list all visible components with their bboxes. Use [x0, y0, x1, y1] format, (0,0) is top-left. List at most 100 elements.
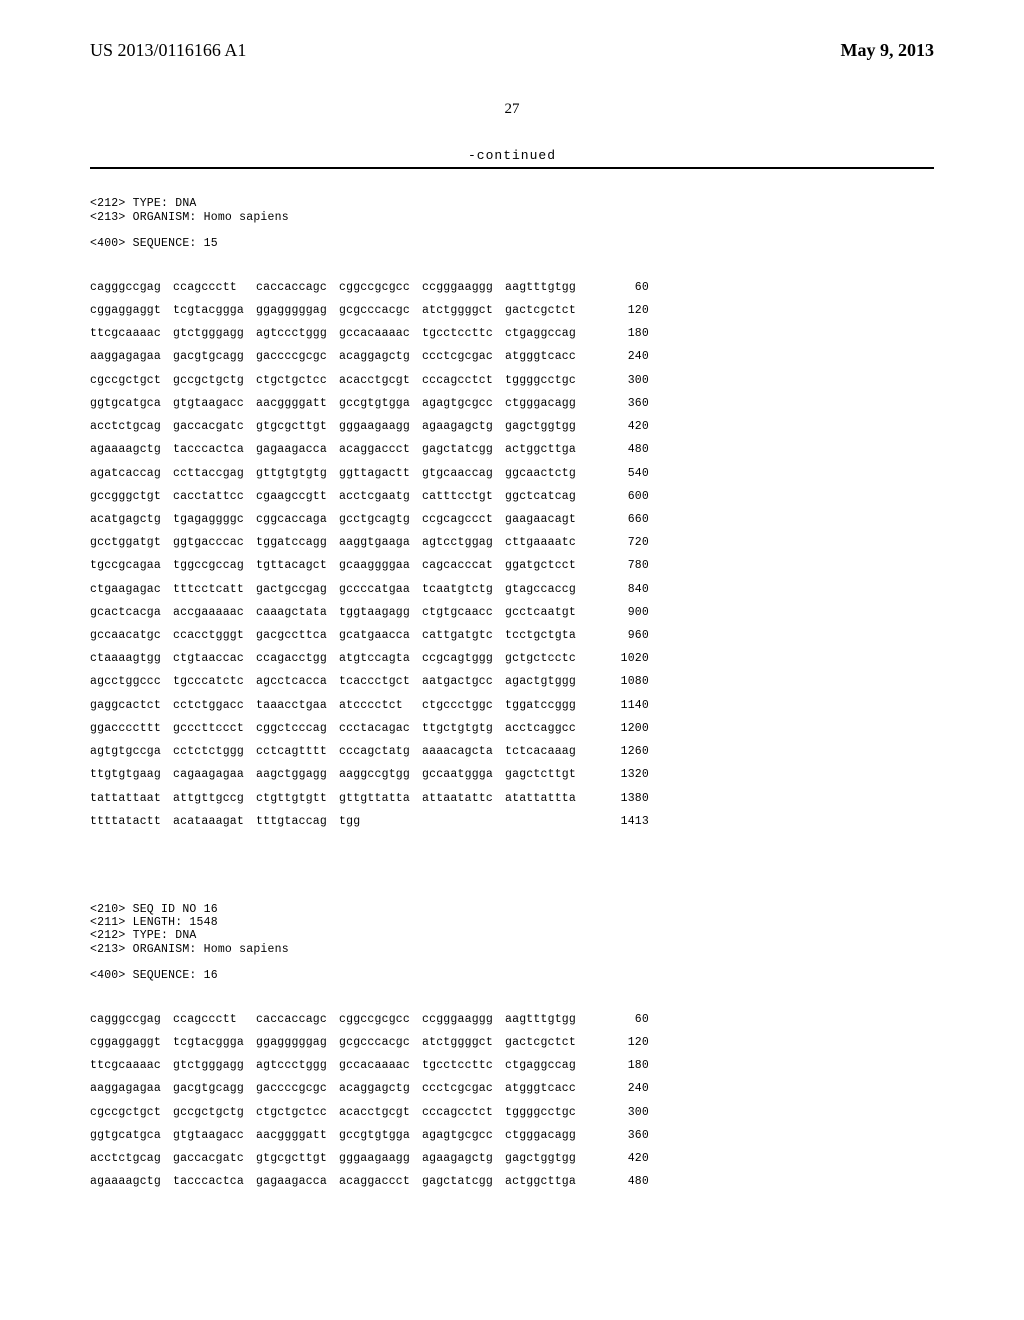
- sequence-group: ctgaggccag: [505, 1059, 579, 1072]
- sequence-group: gtgcgcttgt: [256, 420, 330, 433]
- sequence-group: ggctcatcag: [505, 490, 579, 503]
- sequence-group: gaggcactct: [90, 699, 164, 712]
- sequence-group: ttttatactt: [90, 815, 164, 828]
- sequence-group: cttgaaaatc: [505, 536, 579, 549]
- sequence-group: gacgccttca: [256, 629, 330, 642]
- sequence-group: agcctcacca: [256, 675, 330, 688]
- sequence-15-block: <212> TYPE: DNA <213> ORGANISM: Homo sap…: [90, 171, 934, 864]
- sequence-group: gcccttccct: [173, 722, 247, 735]
- sequence-group: gccaatggga: [422, 768, 496, 781]
- sequence-group: agaaaagctg: [90, 443, 164, 456]
- sequence-group: ctgggacagg: [505, 397, 579, 410]
- sequence-row: cagggccgagccagcccttcaccaccagccggccgcgccc…: [90, 281, 934, 294]
- page-header: US 2013/0116166 A1 May 9, 2013: [90, 40, 934, 61]
- sequence-group: ctgaggccag: [505, 327, 579, 340]
- sequence-group: agtccctggg: [256, 1059, 330, 1072]
- sequence-group: atgtccagta: [339, 652, 413, 665]
- sequence-group: acacctgcgt: [339, 1106, 413, 1119]
- sequence-group: atgggtcacc: [505, 1082, 579, 1095]
- sequence-position: 1140: [599, 699, 649, 712]
- sequence-group: gccgggctgt: [90, 490, 164, 503]
- sequence-group: cccagcctct: [422, 1106, 496, 1119]
- sequence-group: agaagagctg: [422, 1152, 496, 1165]
- sequence-group: gcaaggggaa: [339, 559, 413, 572]
- sequence-group: accgaaaaac: [173, 606, 247, 619]
- sequence-group: ccctcgcgac: [422, 350, 496, 363]
- sequence-position: 60: [599, 1013, 649, 1026]
- sequence-group: caccaccagc: [256, 1013, 330, 1026]
- rule-thick: [90, 167, 934, 169]
- sequence-group: cctctggacc: [173, 699, 247, 712]
- sequence-group: atgggtcacc: [505, 350, 579, 363]
- sequence-row: gccaacatgcccacctgggtgacgccttcagcatgaacca…: [90, 629, 934, 642]
- page-number: 27: [90, 101, 934, 118]
- sequence-group: attaatattc: [422, 792, 496, 805]
- sequence-group: tgcccatctc: [173, 675, 247, 688]
- sequence-group: cctctctggg: [173, 745, 247, 758]
- sequence-row: ctaaaagtggctgtaaccacccagacctggatgtccagta…: [90, 652, 934, 665]
- sequence-group: gagaagacca: [256, 443, 330, 456]
- sequence-row: ttcgcaaaacgtctgggaggagtccctggggccacaaaac…: [90, 1059, 934, 1072]
- sequence-group: aaggtgaaga: [339, 536, 413, 549]
- sequence-group: ccagccctt: [173, 281, 247, 294]
- sequence-position: 1020: [599, 652, 649, 665]
- sequence-group: agagtgcgcc: [422, 1129, 496, 1142]
- sequence-group: aagtttgtgg: [505, 281, 579, 294]
- sequence-group: atattattta: [505, 792, 579, 805]
- sequence-group: ccttaccgag: [173, 467, 247, 480]
- sequence-group: actggcttga: [505, 443, 579, 456]
- sequence-group: tcctgctgta: [505, 629, 579, 642]
- sequence-group: cggccgcgcc: [339, 281, 413, 294]
- sequence-group: ggagggggag: [256, 1036, 330, 1049]
- sequence-group: ctgggacagg: [505, 1129, 579, 1142]
- sequence-position: 540: [599, 467, 649, 480]
- sequence-position: 240: [599, 1082, 649, 1095]
- sequence-row: cggaggaggttcgtacgggaggagggggaggcgcccacgc…: [90, 1036, 934, 1049]
- sequence-group: ctgccctggc: [422, 699, 496, 712]
- sequence-group: cggaggaggt: [90, 304, 164, 317]
- sequence-group: acataaagat: [173, 815, 247, 828]
- sequence-group: acctcaggcc: [505, 722, 579, 735]
- sequence-group: gactgccgag: [256, 583, 330, 596]
- sequence-row: gcactcacgaaccgaaaaaccaaagctatatggtaagagg…: [90, 606, 934, 619]
- sequence-row: agaaaagctgtacccactcagagaagaccaacaggaccct…: [90, 1175, 934, 1188]
- sequence-row: ggtgcatgcagtgtaagaccaacggggattgccgtgtgga…: [90, 397, 934, 410]
- sequence-group: gcctgcagtg: [339, 513, 413, 526]
- sequence-group: gtctgggagg: [173, 1059, 247, 1072]
- sequence-group: ctaaaagtgg: [90, 652, 164, 665]
- sequence-group: tctcacaaag: [505, 745, 579, 758]
- sequence-group: gtctgggagg: [173, 327, 247, 340]
- sequence-group: tcgtacggga: [173, 1036, 247, 1049]
- sequence-group: tggggcctgc: [505, 374, 579, 387]
- sequence-group: gcctggatgt: [90, 536, 164, 549]
- sequence-group: gcatgaacca: [339, 629, 413, 642]
- sequence-group: gaagaacagt: [505, 513, 579, 526]
- sequence-group: ggcaactctg: [505, 467, 579, 480]
- sequence-row: cagggccgagccagcccttcaccaccagccggccgcgccc…: [90, 1013, 934, 1026]
- sequence-group: cgccgctgct: [90, 1106, 164, 1119]
- sequence-group: cgaagccgtt: [256, 490, 330, 503]
- sequence-group: ccctacagac: [339, 722, 413, 735]
- sequence-group: tttgtaccag: [256, 815, 330, 828]
- sequence-group: acaggaccct: [339, 1175, 413, 1188]
- sequence-group: gccccatgaa: [339, 583, 413, 596]
- publication-number: US 2013/0116166 A1: [90, 40, 246, 61]
- sequence-group: gagctcttgt: [505, 768, 579, 781]
- sequence-group: tggtaagagg: [339, 606, 413, 619]
- sequence-group: ctgctgctcc: [256, 374, 330, 387]
- sequence-group: agtcctggag: [422, 536, 496, 549]
- sequence-row: ggtgcatgcagtgtaagaccaacggggattgccgtgtgga…: [90, 1129, 934, 1142]
- sequence-row: ttgtgtgaagcagaagagaaaagctggaggaaggccgtgg…: [90, 768, 934, 781]
- sequence-group: ccgcagccct: [422, 513, 496, 526]
- sequence-group: ctgctgctcc: [256, 1106, 330, 1119]
- sequence-group: ggtgcatgca: [90, 1129, 164, 1142]
- sequence-group: acaggagctg: [339, 1082, 413, 1095]
- sequence-group: acctcgaatg: [339, 490, 413, 503]
- sequence-position: 240: [599, 350, 649, 363]
- sequence-group: agaaaagctg: [90, 1175, 164, 1188]
- sequence-group: gttgttatta: [339, 792, 413, 805]
- sequence-group: ccagacctgg: [256, 652, 330, 665]
- sequence-row: ggacccctttgcccttccctcggctcccagccctacagac…: [90, 722, 934, 735]
- sequence-group: gccgctgctg: [173, 374, 247, 387]
- sequence-group: agaagagctg: [422, 420, 496, 433]
